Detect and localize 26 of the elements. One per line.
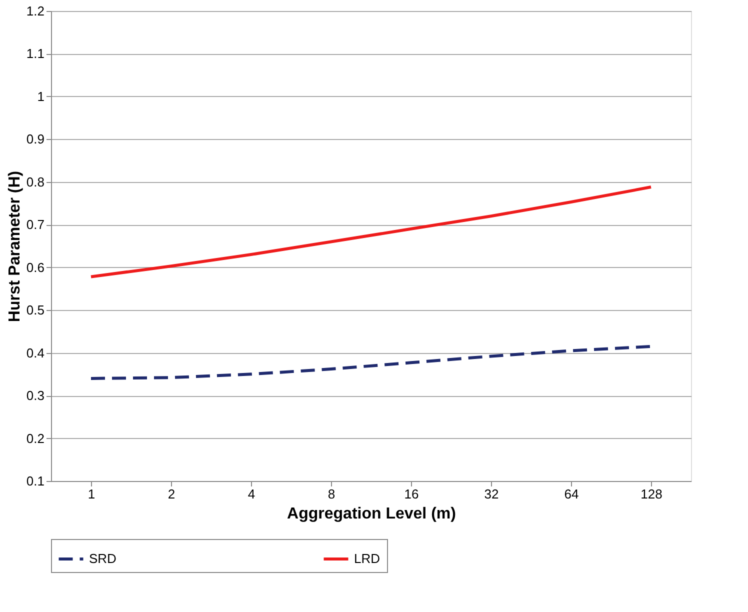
y-tick-label: 0.2 (26, 430, 44, 446)
y-tick-label: 0.3 (26, 388, 44, 404)
x-tick-label: 8 (328, 486, 336, 502)
y-axis-title: Hurst Parameter (H) (6, 170, 24, 322)
x-tick-label: 128 (640, 486, 662, 502)
y-tick-label: 0.8 (26, 174, 44, 190)
y-tick-label: 0.1 (26, 474, 44, 488)
y-tick-label: 1.1 (26, 46, 44, 62)
legend-label: LRD (354, 551, 380, 566)
x-tick-label: 1 (88, 486, 96, 502)
y-tick-label: 0.4 (26, 345, 44, 360)
x-tick-label: 4 (248, 486, 256, 502)
line-series (90, 186, 652, 278)
y-tick-label: 0.7 (26, 217, 44, 232)
y-tick-label: 1.2 (26, 4, 44, 18)
line-series (90, 344, 652, 380)
x-tick-label: 64 (564, 486, 579, 502)
x-tick-label: 16 (404, 486, 419, 502)
y-tick-label: 0.9 (26, 132, 44, 147)
y-tick-label: 0.6 (26, 260, 44, 275)
legend-label: SRD (89, 551, 116, 566)
x-tick-label: 32 (484, 486, 499, 502)
y-tick-label: 1 (37, 88, 44, 104)
x-tick-label: 2 (168, 486, 176, 502)
x-axis-title: Aggregation Level (m) (287, 506, 456, 522)
y-tick-label: 0.5 (26, 302, 44, 318)
